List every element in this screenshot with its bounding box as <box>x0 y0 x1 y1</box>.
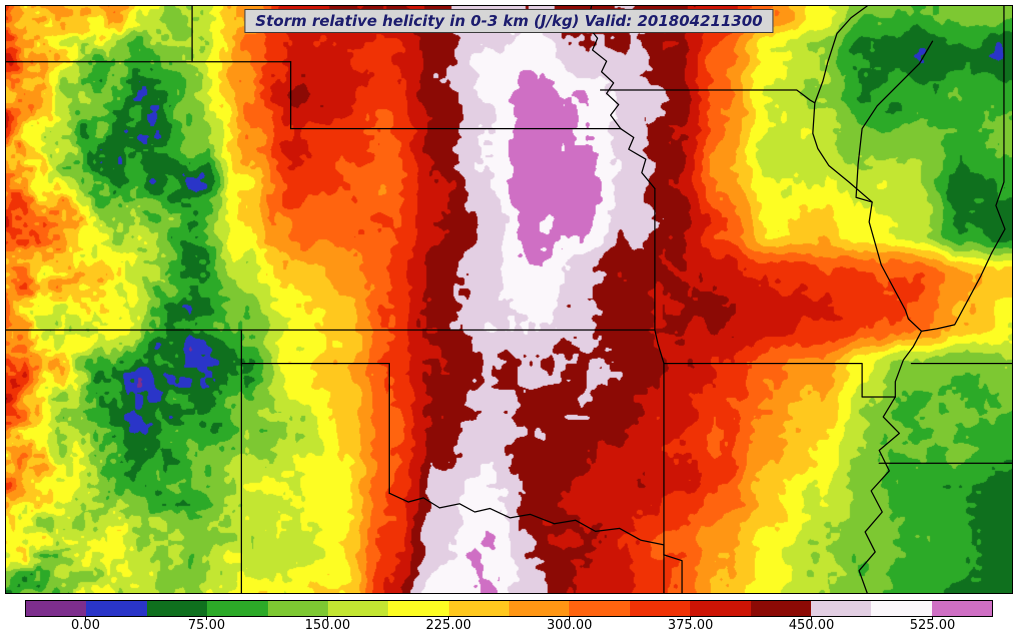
colorbar-segment <box>207 601 268 616</box>
colorbar-segment <box>146 601 208 616</box>
border-illinois-river <box>856 41 932 202</box>
border-mississippi-upper <box>815 6 867 103</box>
map-title: Storm relative helicity in 0-3 km (J/kg)… <box>244 9 774 33</box>
colorbar-tick-label: 300.00 <box>546 618 593 633</box>
colorbar-segment <box>750 601 811 616</box>
colorbar-segment <box>327 601 389 616</box>
colorbar-segment <box>388 601 449 616</box>
colorbar-segment <box>629 601 691 616</box>
colorbar-tick-label: 150.00 <box>304 618 351 633</box>
colorbar <box>25 600 993 617</box>
colorbar-segment <box>810 601 872 616</box>
colorbar-tick-label: 225.00 <box>425 618 472 633</box>
colorbar-segment <box>509 601 570 616</box>
colorbar-tick-label: 375.00 <box>667 618 714 633</box>
state-borders <box>6 6 1012 593</box>
colorbar-segment <box>448 601 509 616</box>
colorbar-segment <box>26 601 87 616</box>
border-missouri-river-kc <box>621 129 655 189</box>
border-mississippi-lower <box>859 397 899 593</box>
helicity-canvas <box>6 6 1012 593</box>
border-mo-bootheel <box>664 363 895 396</box>
border-missouri-river-ne <box>587 6 620 129</box>
colorbar-segment <box>267 601 328 616</box>
border-red-river <box>389 493 664 555</box>
colorbar-segment <box>871 601 932 616</box>
border-il-in-wabash-ohio <box>921 6 1004 331</box>
colorbar-segment <box>690 601 751 616</box>
colorbar-tick-label: 450.00 <box>788 618 835 633</box>
border-mississippi-mo-east <box>813 103 922 397</box>
colorbar-tick-label: 75.00 <box>187 618 226 633</box>
colorbar-segment <box>86 601 147 616</box>
border-mo-ks-ar-west <box>655 189 664 593</box>
map-frame: Storm relative helicity in 0-3 km (J/kg)… <box>5 5 1013 594</box>
colorbar-tick-label: 0.00 <box>71 618 100 633</box>
colorbar-tick-label: 525.00 <box>909 618 956 633</box>
border-ia-mo-north <box>601 90 815 103</box>
border-tx-ar <box>664 555 682 593</box>
colorbar-segment <box>569 601 630 616</box>
colorbar-segment <box>931 601 992 616</box>
